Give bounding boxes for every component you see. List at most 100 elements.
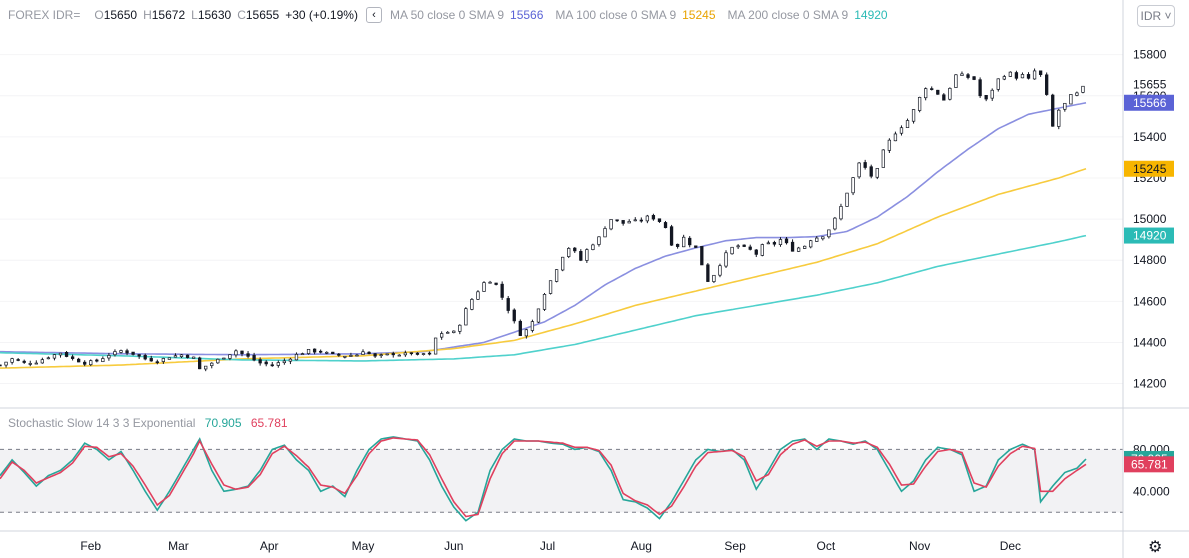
ma100-price-label: 15245 — [1133, 162, 1167, 176]
chart-legend: FOREX IDR= O 15650 H 15672 L 15630 C 15655 +… — [8, 6, 900, 24]
ma200-label[interactable]: MA 200 close 0 SMA 9 — [727, 8, 849, 22]
currency-dropdown[interactable]: IDR ˅ — [1137, 5, 1175, 27]
symbol-name[interactable]: FOREX IDR= — [8, 8, 81, 22]
open-label: O — [94, 8, 104, 22]
candle-body — [1069, 94, 1073, 105]
candle-body — [179, 354, 184, 357]
candle-body — [736, 245, 740, 248]
candle-body — [1075, 92, 1079, 96]
candle-body — [845, 192, 849, 207]
candle-body — [603, 228, 607, 238]
ma50-price-tag — [1124, 94, 1174, 111]
candle-body — [899, 127, 904, 134]
time-axis[interactable]: Feb Mar Apr May Jun Jul Aug Sep Oct Nov Dec — [80, 539, 1021, 553]
stochastic-line-d — [0, 437, 1087, 518]
candle-body — [748, 246, 752, 250]
candle-body — [415, 352, 420, 355]
stochastic-d-value: 65.781 — [250, 416, 288, 430]
candle-body — [482, 282, 486, 292]
candle-body — [518, 320, 522, 336]
candle-body — [149, 358, 153, 362]
candle-body — [984, 95, 988, 100]
candle-body — [379, 354, 383, 357]
candle-body — [89, 360, 93, 366]
candle-body — [893, 133, 898, 142]
stochastic-label[interactable]: Stochastic Slow 14 3 3 Exponential — [8, 416, 196, 430]
candle-body — [905, 120, 910, 128]
candle-body — [446, 331, 450, 334]
time-tick-label: Mar — [168, 539, 189, 553]
time-tick-label: Nov — [909, 539, 930, 553]
candle-body — [942, 94, 946, 101]
candle-body — [996, 78, 1000, 90]
candle-body — [198, 357, 202, 370]
candle-body — [458, 324, 462, 332]
price-tick-label: 15000 — [1133, 212, 1167, 226]
candle-body — [52, 354, 57, 359]
candle-body — [355, 354, 359, 357]
candle-body — [433, 337, 438, 355]
candle-body — [972, 76, 976, 80]
gear-icon[interactable]: ⚙ — [1148, 539, 1163, 556]
candle-body — [809, 240, 813, 248]
change-value: +30 (+0.19%) — [285, 8, 358, 22]
candle-body — [978, 79, 982, 97]
high-label: H — [143, 8, 152, 22]
stochastic-tick-label: 40.000 — [1133, 484, 1170, 498]
price-tick-label: 15800 — [1133, 48, 1167, 62]
candle-body — [651, 215, 656, 220]
time-tick-label: Jul — [540, 539, 555, 553]
price-tick-label: 14800 — [1133, 253, 1167, 267]
candle-body — [917, 96, 922, 111]
candle-body — [4, 361, 8, 366]
candle-body — [216, 358, 220, 364]
candle-body — [627, 221, 631, 224]
candle-body — [252, 355, 256, 361]
candle-body — [421, 353, 426, 355]
candle-body — [1008, 71, 1013, 77]
candle-body — [766, 242, 771, 245]
ma100-label[interactable]: MA 100 close 0 SMA 9 — [555, 8, 677, 22]
candle-body — [464, 308, 468, 326]
ma-line-1 — [0, 102, 1087, 356]
candle-body — [427, 352, 432, 355]
candle-body — [645, 215, 650, 222]
candle-body — [615, 219, 619, 222]
candle-body — [579, 251, 583, 261]
time-tick-label: Oct — [817, 539, 836, 553]
stochastic-legend: Stochastic Slow 14 3 3 Exponential 70.90… — [8, 416, 288, 430]
candle-body — [573, 247, 577, 252]
candle-body — [240, 350, 244, 355]
candle-body — [924, 88, 928, 99]
candle-body — [1038, 70, 1043, 75]
candle-body — [452, 330, 456, 333]
candle-body — [294, 353, 299, 361]
candle-body — [131, 351, 135, 355]
candle-body — [58, 352, 63, 356]
candle-body — [954, 74, 958, 88]
candle-body — [821, 236, 825, 240]
ma200-price-label: 14920 — [1133, 229, 1167, 243]
candle-body — [706, 264, 710, 282]
candle-body — [881, 149, 885, 168]
last-price-label: 15655 — [1133, 77, 1167, 91]
time-tick-label: Sep — [724, 539, 746, 553]
candle-body — [476, 291, 480, 300]
candle-body — [554, 269, 559, 282]
ma50-label[interactable]: MA 50 close 0 SMA 9 — [389, 8, 505, 22]
candle-body — [542, 294, 547, 310]
ma-line-2 — [0, 168, 1087, 369]
ma-line-3 — [0, 234, 1087, 362]
candle-body — [1057, 109, 1061, 127]
candle-body — [488, 281, 492, 284]
candle-body — [101, 358, 105, 363]
price-axis[interactable]: 1420014400146001480015000152001540015600… — [1124, 48, 1174, 499]
candle-body — [234, 350, 238, 356]
candle-body — [500, 283, 504, 298]
candle-body — [34, 362, 38, 365]
collapse-legend-button[interactable]: ‹ — [365, 7, 382, 23]
candle-body — [173, 355, 178, 358]
time-tick-label: May — [352, 539, 375, 553]
candle-body — [258, 359, 262, 364]
